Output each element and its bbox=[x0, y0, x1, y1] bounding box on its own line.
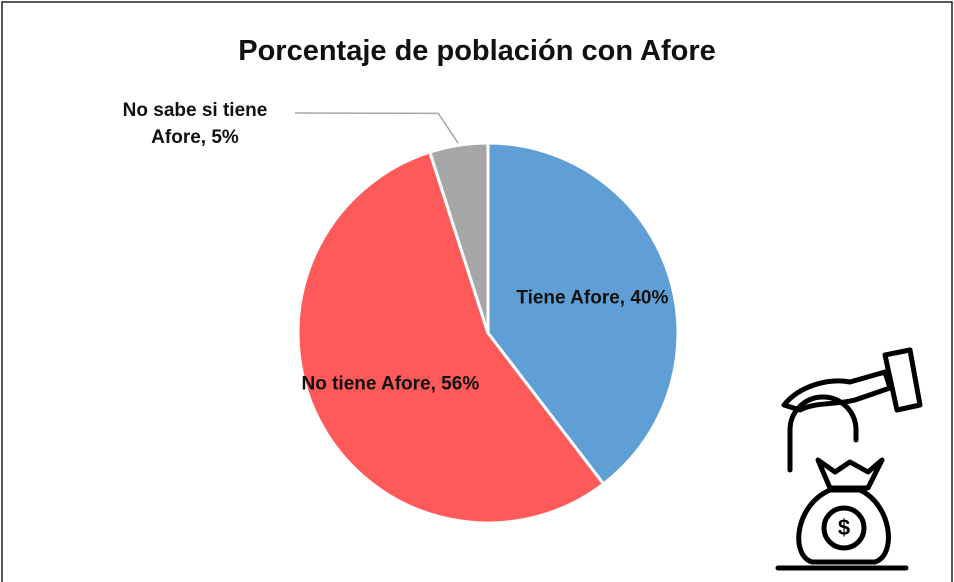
pie-slice bbox=[296, 150, 606, 525]
pie-slice bbox=[486, 141, 680, 486]
leader-line bbox=[294, 112, 459, 144]
data-label: No tiene Afore, 56% bbox=[301, 373, 480, 395]
data-label: Tiene Afore, 40% bbox=[516, 287, 669, 309]
pie-slice bbox=[427, 141, 490, 334]
icon-symbol: $ bbox=[838, 515, 850, 540]
money-icon bbox=[775, 347, 923, 571]
data-label: No sabe si tiene Afore, 5% bbox=[122, 100, 268, 148]
chart-title: Porcentaje de población con Afore bbox=[238, 35, 716, 67]
